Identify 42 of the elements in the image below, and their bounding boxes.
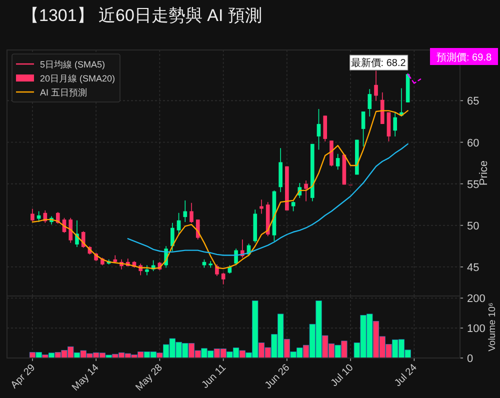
chart-title: 【1301】 近60日走勢與 AI 預測 — [22, 6, 262, 25]
candlestick — [374, 70, 378, 102]
text: 預測價: 69.8 — [436, 52, 492, 64]
x-tick-label: Jun 26 — [263, 362, 292, 392]
y-tick-label: 55 — [467, 178, 480, 191]
y-axis-title: Volume 10⁶ — [487, 302, 498, 352]
y-tick-label: 45 — [467, 262, 480, 274]
candlestick — [221, 272, 226, 285]
y-tick-label: 0 — [467, 353, 474, 365]
candlestick — [323, 115, 328, 142]
legend-label: AI 五日預測 — [40, 88, 88, 98]
y-tick-label: 200 — [467, 293, 486, 306]
candlestick — [190, 202, 194, 224]
y-tick-label: 100 — [467, 323, 486, 336]
x-tick-label: May 28 — [134, 362, 166, 394]
y-tick-label: 50 — [467, 220, 480, 232]
legend-label: 5日均線 (SMA5) — [40, 60, 106, 70]
x-tick-label: Jul 10 — [329, 362, 356, 389]
candlestick — [393, 112, 398, 137]
candlestick — [368, 88, 372, 117]
legend-label: 20日月線 (SMA20) — [40, 74, 116, 84]
candlestick — [196, 219, 200, 240]
candlestick — [145, 264, 149, 276]
y-tick-label: 65 — [467, 96, 480, 108]
candlestick — [176, 212, 181, 236]
candlestick — [304, 180, 308, 202]
x-tick-label: May 14 — [70, 362, 102, 394]
x-tick-label: Jun 11 — [200, 362, 229, 391]
y-tick-label: 60 — [467, 137, 480, 150]
annotation: 最新價: 68.2 — [350, 57, 406, 70]
candlestick — [183, 200, 188, 222]
x-tick-label: Jul 24 — [392, 362, 420, 389]
candlestick — [260, 199, 264, 214]
candlestick — [316, 108, 321, 150]
candlestick — [81, 230, 86, 248]
x-tick-label: Apr 29 — [8, 362, 38, 391]
y-axis-title: Price — [478, 160, 490, 186]
candlestick — [336, 153, 340, 170]
candlestick — [68, 217, 73, 244]
candlestick — [361, 111, 366, 147]
candlestick — [30, 208, 34, 222]
candlestick — [170, 222, 174, 252]
